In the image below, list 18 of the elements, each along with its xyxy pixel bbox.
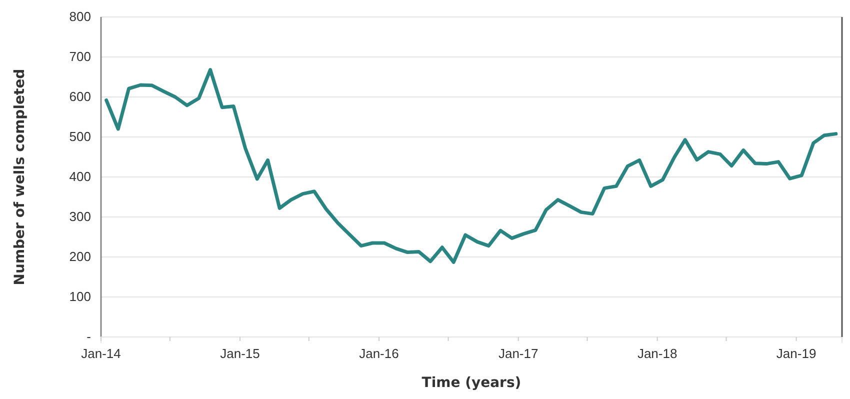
line-series [104,68,838,264]
x-axis-title: Time (years) [422,375,522,391]
y-tick-label: - [86,329,91,344]
x-tick-label: Jan-16 [359,346,399,362]
y-tick-label: 100 [69,289,91,304]
y-tick-label: 700 [69,49,91,64]
x-tick-label: Jan-15 [220,346,260,362]
x-tick-label: Jan-18 [637,346,678,362]
y-tick-label: 800 [69,9,91,24]
y-tick-label: 500 [69,129,91,144]
x-tick-label: Jan-17 [498,346,538,362]
x-tick-label: Jan-14 [81,346,121,362]
y-tick-label: 300 [69,209,91,224]
y-tick-label: 600 [69,89,91,104]
y-tick-label: 200 [69,249,91,264]
y-axis-title: Number of wells completed [12,68,28,286]
y-tick-label: 400 [69,169,91,184]
x-tick-label: Jan-19 [776,346,816,362]
